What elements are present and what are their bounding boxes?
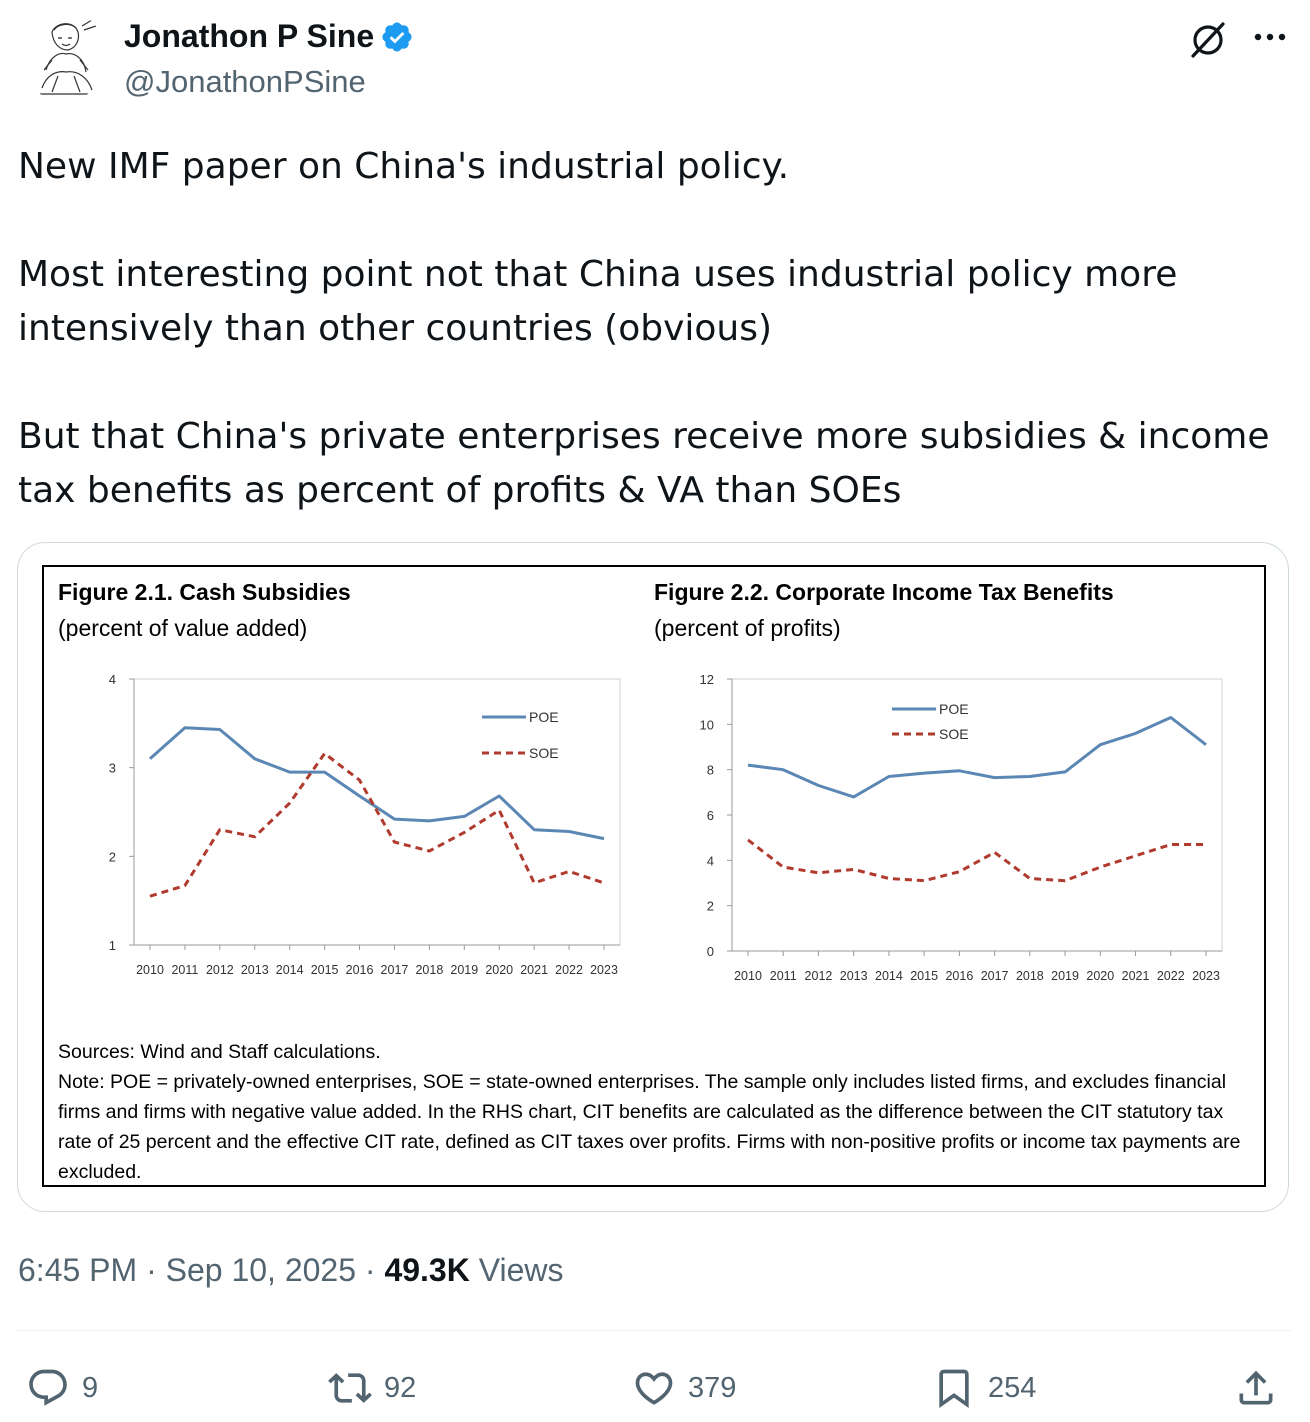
like-count: 379 <box>688 1371 737 1404</box>
x-tick-label: 2019 <box>450 963 478 977</box>
x-tick-label: 2018 <box>1016 969 1044 983</box>
tweet-paragraph: New IMF paper on China's industrial poli… <box>18 146 790 187</box>
views-count: 49.3K <box>384 1252 470 1288</box>
figure-notes: Sources: Wind and Staff calculations. No… <box>58 1037 1258 1187</box>
x-tick-label: 2010 <box>136 963 164 977</box>
left-figure-subtitle: (percent of value added) <box>58 615 308 641</box>
cash-subsidies-chart: 1 2 3 4 2010 2011 2012 2013 2014 2015 2016 2017 2018… <box>109 672 621 977</box>
figure-panel: Figure 2.1. Cash Subsidies (percent of v… <box>42 565 1266 1187</box>
heart-icon <box>635 1372 673 1405</box>
y-tick-label: 1 <box>109 938 116 953</box>
x-tick-label: 2022 <box>1157 969 1185 983</box>
avatar[interactable] <box>22 10 106 102</box>
tweet-time[interactable]: 6:45 PM <box>18 1252 138 1288</box>
x-tick-label: 2015 <box>311 963 339 977</box>
reply-count: 9 <box>82 1371 99 1404</box>
bookmark-count: 254 <box>988 1371 1037 1404</box>
x-tick-label: 2013 <box>840 969 868 983</box>
user-handle[interactable]: @JonathonPSine <box>124 64 366 99</box>
x-tick-label: 2017 <box>981 969 1009 983</box>
x-tick-label: 2012 <box>206 963 234 977</box>
x-tick-label: 2022 <box>555 963 583 977</box>
tweet-text: New IMF paper on China's industrial poli… <box>18 140 1288 518</box>
display-name[interactable]: Jonathon P Sine <box>124 18 375 54</box>
y-tick-label: 4 <box>109 672 116 687</box>
series-line-soe <box>747 838 1206 883</box>
y-tick-label: 8 <box>707 763 714 778</box>
share-icon <box>1239 1370 1273 1405</box>
legend-label-poe: POE <box>529 709 559 725</box>
verified-badge-icon <box>380 20 414 54</box>
sketch-portrait-icon <box>22 10 106 102</box>
name-row: Jonathon P Sine <box>124 18 414 55</box>
divider <box>16 1330 1292 1331</box>
tweet-meta: 6:45 PM · Sep 10, 2025 · 49.3K Views <box>18 1252 564 1289</box>
x-tick-label: 2014 <box>276 963 304 977</box>
right-figure-title: Figure 2.2. Corporate Income Tax Benefit… <box>654 579 1114 605</box>
reply-button[interactable]: 9 <box>26 1360 98 1416</box>
series-line-poe <box>149 726 605 841</box>
x-tick-label: 2021 <box>520 963 548 977</box>
tweet-paragraph: But that China's private enterprises rec… <box>18 416 1270 511</box>
y-tick-label: 2 <box>109 849 116 864</box>
cit-benefits-chart: 0 2 4 6 8 10 12 2010 2011 2012 2013 2014 2015 2016 201… <box>700 672 1223 983</box>
bookmark-icon <box>939 1369 969 1409</box>
left-figure-title: Figure 2.1. Cash Subsidies <box>58 579 351 605</box>
y-tick-label: 3 <box>109 761 116 776</box>
x-tick-label: 2017 <box>381 963 409 977</box>
x-tick-label: 2016 <box>346 963 374 977</box>
like-button[interactable]: 379 <box>632 1360 736 1416</box>
x-tick-label: 2020 <box>485 963 513 977</box>
x-tick-label: 2020 <box>1086 969 1114 983</box>
share-button[interactable] <box>1234 1360 1278 1416</box>
grok-icon[interactable] <box>1188 20 1228 60</box>
x-tick-label: 2021 <box>1122 969 1150 983</box>
x-tick-label: 2014 <box>875 969 903 983</box>
x-tick-label: 2015 <box>910 969 938 983</box>
right-figure-subtitle: (percent of profits) <box>654 615 841 641</box>
y-tick-label: 2 <box>707 899 714 914</box>
x-tick-label: 2019 <box>1051 969 1079 983</box>
y-tick-label: 0 <box>707 944 714 959</box>
more-options-icon[interactable] <box>1250 24 1290 54</box>
x-tick-label: 2023 <box>590 963 618 977</box>
y-tick-label: 6 <box>707 808 714 823</box>
tweet-media-image[interactable]: Figure 2.1. Cash Subsidies (percent of v… <box>17 542 1289 1212</box>
y-tick-label: 12 <box>700 672 714 687</box>
action-bar: 9 92 379 254 <box>0 1360 1310 1416</box>
x-tick-label: 2011 <box>770 969 797 983</box>
repost-button[interactable]: 92 <box>328 1360 416 1416</box>
meta-separator: · <box>146 1252 157 1288</box>
legend-label-soe: SOE <box>529 745 559 761</box>
meta-separator: · <box>364 1252 376 1288</box>
x-tick-label: 2010 <box>734 969 762 983</box>
figure-sources: Sources: Wind and Staff calculations. <box>58 1041 381 1063</box>
plot-frame <box>731 678 1223 952</box>
x-tick-label: 2011 <box>171 963 198 977</box>
bookmark-button[interactable]: 254 <box>932 1360 1036 1416</box>
tweet-date[interactable]: Sep 10, 2025 <box>165 1252 356 1288</box>
tweet-header: Jonathon P Sine @JonathonPSine <box>0 0 1310 120</box>
reply-icon <box>29 1369 67 1406</box>
repost-count: 92 <box>384 1371 417 1404</box>
legend-label-poe: POE <box>939 701 969 717</box>
y-tick-label: 4 <box>707 853 714 868</box>
series-line-poe <box>747 716 1207 799</box>
y-tick-label: 10 <box>700 717 714 732</box>
legend-label-soe: SOE <box>939 726 969 742</box>
x-tick-label: 2018 <box>415 963 443 977</box>
series-line-soe <box>149 752 605 898</box>
figure-note: Note: POE = privately-owned enterprises,… <box>58 1071 1241 1183</box>
views-label: Views <box>478 1252 564 1288</box>
x-tick-label: 2023 <box>1192 969 1220 983</box>
x-tick-label: 2016 <box>945 969 973 983</box>
tweet-paragraph: Most interesting point not that China us… <box>18 254 1178 349</box>
x-tick-label: 2012 <box>805 969 833 983</box>
x-tick-label: 2013 <box>241 963 269 977</box>
repost-icon <box>328 1373 372 1403</box>
